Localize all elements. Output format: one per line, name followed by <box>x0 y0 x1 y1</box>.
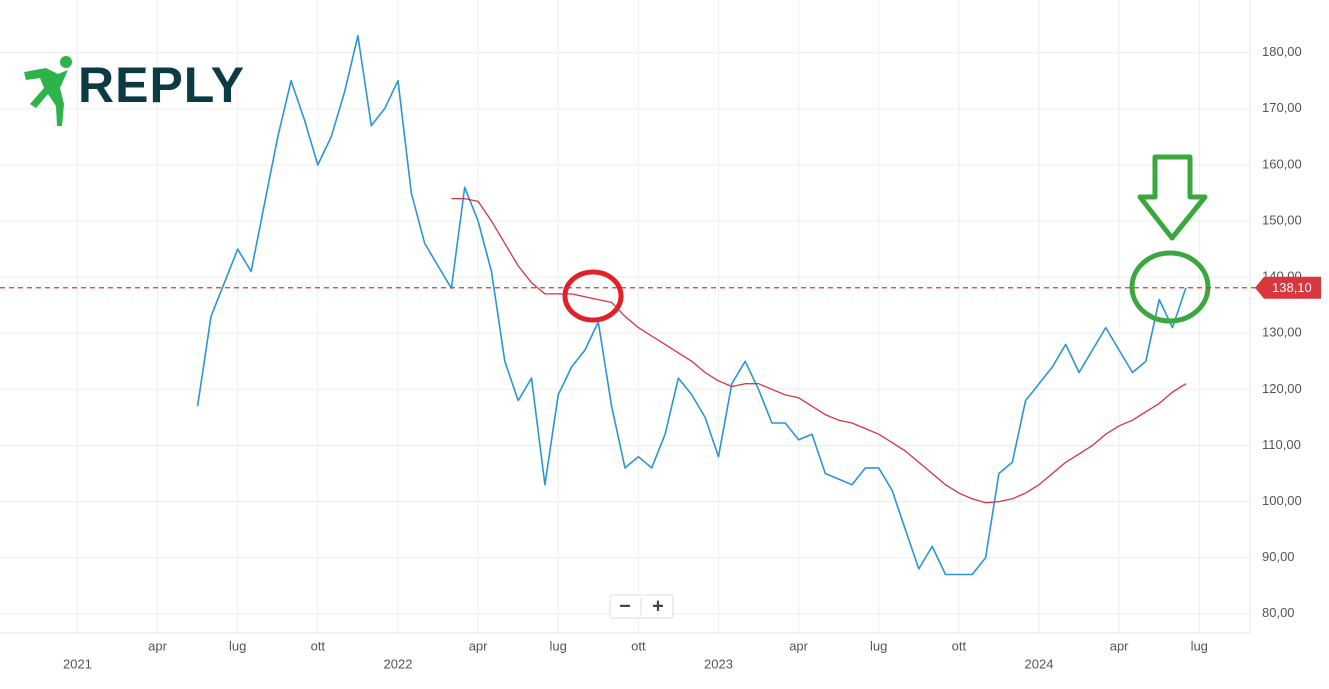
zoom-in[interactable]: + <box>652 595 664 617</box>
x-tick-label: apr <box>789 638 808 653</box>
zoom-controls: − + <box>609 594 674 619</box>
price-line <box>451 197 1187 504</box>
logo-text: REPLY <box>78 57 245 113</box>
arrow-down <box>1137 154 1208 241</box>
x-tick-label: lug <box>870 638 887 653</box>
data-layer <box>196 35 1187 576</box>
y-tick-label: 80,00 <box>1262 605 1295 620</box>
y-tick-label: 110,00 <box>1262 437 1301 452</box>
last-price-flag <box>1255 276 1321 299</box>
y-tick-label: 180,00 <box>1262 44 1302 59</box>
y-tick-label: 120,00 <box>1262 381 1302 396</box>
x-tick-label: apr <box>1110 638 1129 653</box>
x-tick-label: apr <box>469 638 488 653</box>
x-tick-label: 2022 <box>384 656 413 671</box>
x-tick-label: lug <box>550 638 567 653</box>
logo-icon-head <box>60 56 72 68</box>
x-tick-label: 2021 <box>63 656 92 671</box>
y-tick-label: 100,00 <box>1262 493 1302 508</box>
y-tick-label: 150,00 <box>1262 212 1302 227</box>
x-tick-label: ott <box>952 638 967 653</box>
x-tick-label: ott <box>631 638 646 653</box>
zoom-out[interactable]: − <box>619 595 631 617</box>
logo: REPLY <box>24 56 245 126</box>
x-tick-label: 2024 <box>1025 656 1054 671</box>
price-line <box>196 35 1187 576</box>
x-tick-label: ott <box>311 638 326 653</box>
y-tick-label: 130,00 <box>1262 325 1302 340</box>
y-tick-label: 160,00 <box>1262 156 1302 171</box>
x-tick-label: lug <box>1191 638 1208 653</box>
x-tick-label: 2023 <box>704 656 733 671</box>
logo-icon <box>24 68 68 126</box>
x-tick-label: lug <box>229 638 246 653</box>
last-price-label: 138,10 <box>1272 280 1312 295</box>
y-tick-label: 90,00 <box>1262 549 1295 564</box>
y-tick-label: 170,00 <box>1262 100 1302 115</box>
x-tick-label: apr <box>148 638 167 653</box>
highlight-circle-red <box>562 269 624 323</box>
highlight-circle-green <box>1129 250 1211 324</box>
